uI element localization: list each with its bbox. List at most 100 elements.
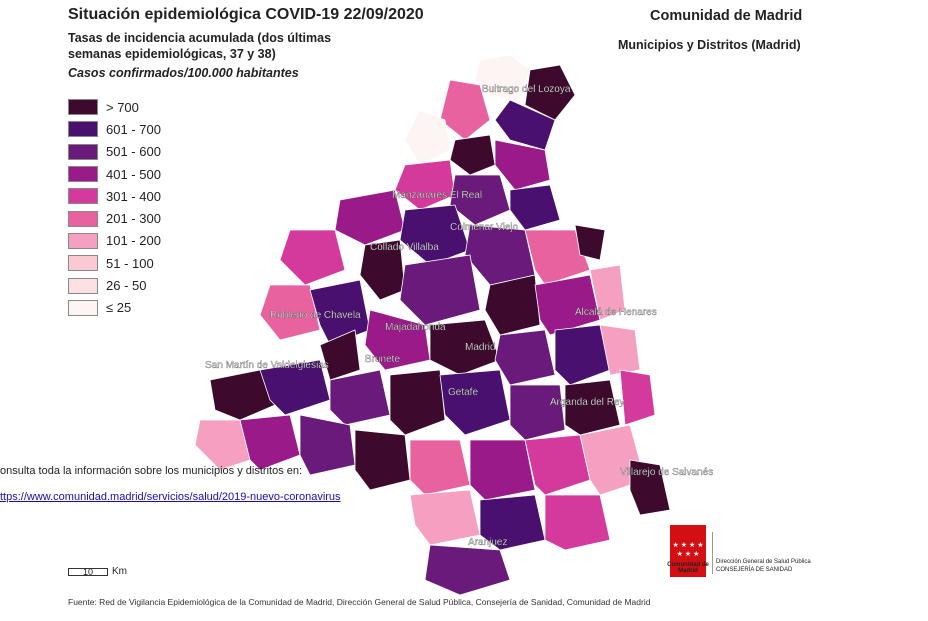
department-text: Dirección General de Salud Pública CONSE… [716,558,811,574]
municipality-region [524,64,576,121]
scale-bar: 10 Km [68,566,127,577]
municipality-region [329,369,391,426]
municipality-region [494,329,556,386]
municipality-region [509,184,561,231]
label-collado: Collado Villalba [370,242,439,253]
label-robledo: Robledo de Chavela [270,310,361,321]
municipality-region [279,229,346,286]
municipality-region [579,424,646,496]
municipality-region [449,134,496,176]
municipality-region [484,274,541,336]
legend-item: 26 - 50 [68,274,161,296]
choropleth-map: Buitrago del Lozoya Manzanares El Real C… [194,54,713,596]
legend-swatch [68,232,98,249]
municipality-region [424,544,511,596]
municipality-region [319,329,361,381]
municipality-region [334,189,406,246]
municipality-region [449,174,511,226]
municipality-region [209,369,276,421]
comunidad-madrid-logo: ★ ★ ★ ★ ★ ★ ★ [670,525,706,577]
map-subtitle: Tasas de incidencia acumulada (dos últim… [68,31,332,61]
info-text: onsulta toda la información sobre los mu… [0,465,303,477]
region-name: Comunidad de Madrid [650,8,803,24]
municipality-region [389,369,446,436]
legend-swatch [68,143,98,160]
municipality-region [259,284,321,341]
legend-item: 301 - 400 [68,185,161,207]
legend-swatch [68,210,98,227]
label-getafe: Getafe [448,387,478,398]
municipality-region [554,324,611,386]
legend-swatch [68,255,98,272]
legend-item: 51 - 100 [68,252,161,274]
municipality-region [544,494,611,551]
municipality-region [479,494,546,551]
legend-item: 601 - 700 [68,118,161,140]
scale-unit: Km [112,566,127,577]
municipality-region [394,159,456,211]
department-line-2: CONSEJERÍA DE SANIDAD [716,567,793,573]
legend-swatch [68,277,98,294]
info-link[interactable]: ttps://www.comunidad.madrid/servicios/sa… [0,491,341,503]
municipality-region [574,224,606,261]
legend-swatch [68,166,98,183]
legend-label: ≤ 25 [106,300,132,316]
legend-label: 51 - 100 [106,255,154,271]
municipality-region [409,489,481,546]
label-villarejo: Villarejo de Salvanés [620,467,713,478]
municipality-region [439,79,491,141]
label-colmenar: Colmenar Viejo [450,222,519,233]
label-alcala: Alcalá de Henares [575,307,657,318]
municipality-region [474,54,531,101]
legend-item: 401 - 500 [68,163,161,185]
municipality-region [619,369,656,426]
logo-name: Comunidad de Madrid [667,562,709,574]
legend-label: 26 - 50 [106,278,147,294]
legend-item: > 700 [68,96,161,118]
legend-label: 301 - 400 [106,188,161,204]
municipality-region [299,414,356,476]
municipality-region [494,99,556,151]
legend-label: 101 - 200 [106,233,161,249]
region-subtitle: Municipios y Distritos (Madrid) [618,38,801,52]
municipality-region [524,434,591,496]
municipality-region [599,324,641,376]
municipality-region [404,109,451,166]
municipality-region [589,264,626,321]
municipality-region [194,419,251,471]
source-note: Fuente: Red de Vigilancia Epidemiológica… [68,597,651,607]
label-buitrago: Buitrago del Lozoya [482,84,571,95]
municipality-region [354,429,411,491]
legend-label: 501 - 600 [106,144,161,160]
label-aranjuez: Aranjuez [468,537,507,548]
legend-item: 201 - 300 [68,207,161,229]
label-madrid: Madrid [465,342,496,353]
municipality-region [399,254,481,326]
legend-label: 201 - 300 [106,211,161,227]
municipality-region [464,224,536,286]
legend-item: 501 - 600 [68,141,161,163]
municipality-region [439,369,511,436]
municipality-region [629,459,671,516]
municipality-region [469,439,536,501]
legend-label: 601 - 700 [106,121,161,137]
municipality-region [509,384,566,441]
legend-item: ≤ 25 [68,297,161,319]
municipality-region [359,239,406,301]
municipality-region [364,309,431,371]
municipality-region [259,359,331,416]
legend: > 700 601 - 700 501 - 600 401 - 500 301 - 40… [68,96,161,319]
label-manzanares: Manzanares El Real [392,190,482,201]
legend-label: > 700 [106,99,139,115]
label-brunete: Brunete [365,354,400,365]
municipality-region [564,379,621,436]
legend-swatch [68,121,98,138]
municipality-region [524,229,591,286]
legend-label: 401 - 500 [106,166,161,182]
label-majadahonda: Majadahonda [385,322,446,333]
legend-swatch [68,299,98,316]
municipality-region [239,414,301,471]
map-title: Situación epidemiológica COVID-19 22/09/… [68,6,424,23]
logo-divider [712,532,713,574]
legend-swatch [68,99,98,116]
